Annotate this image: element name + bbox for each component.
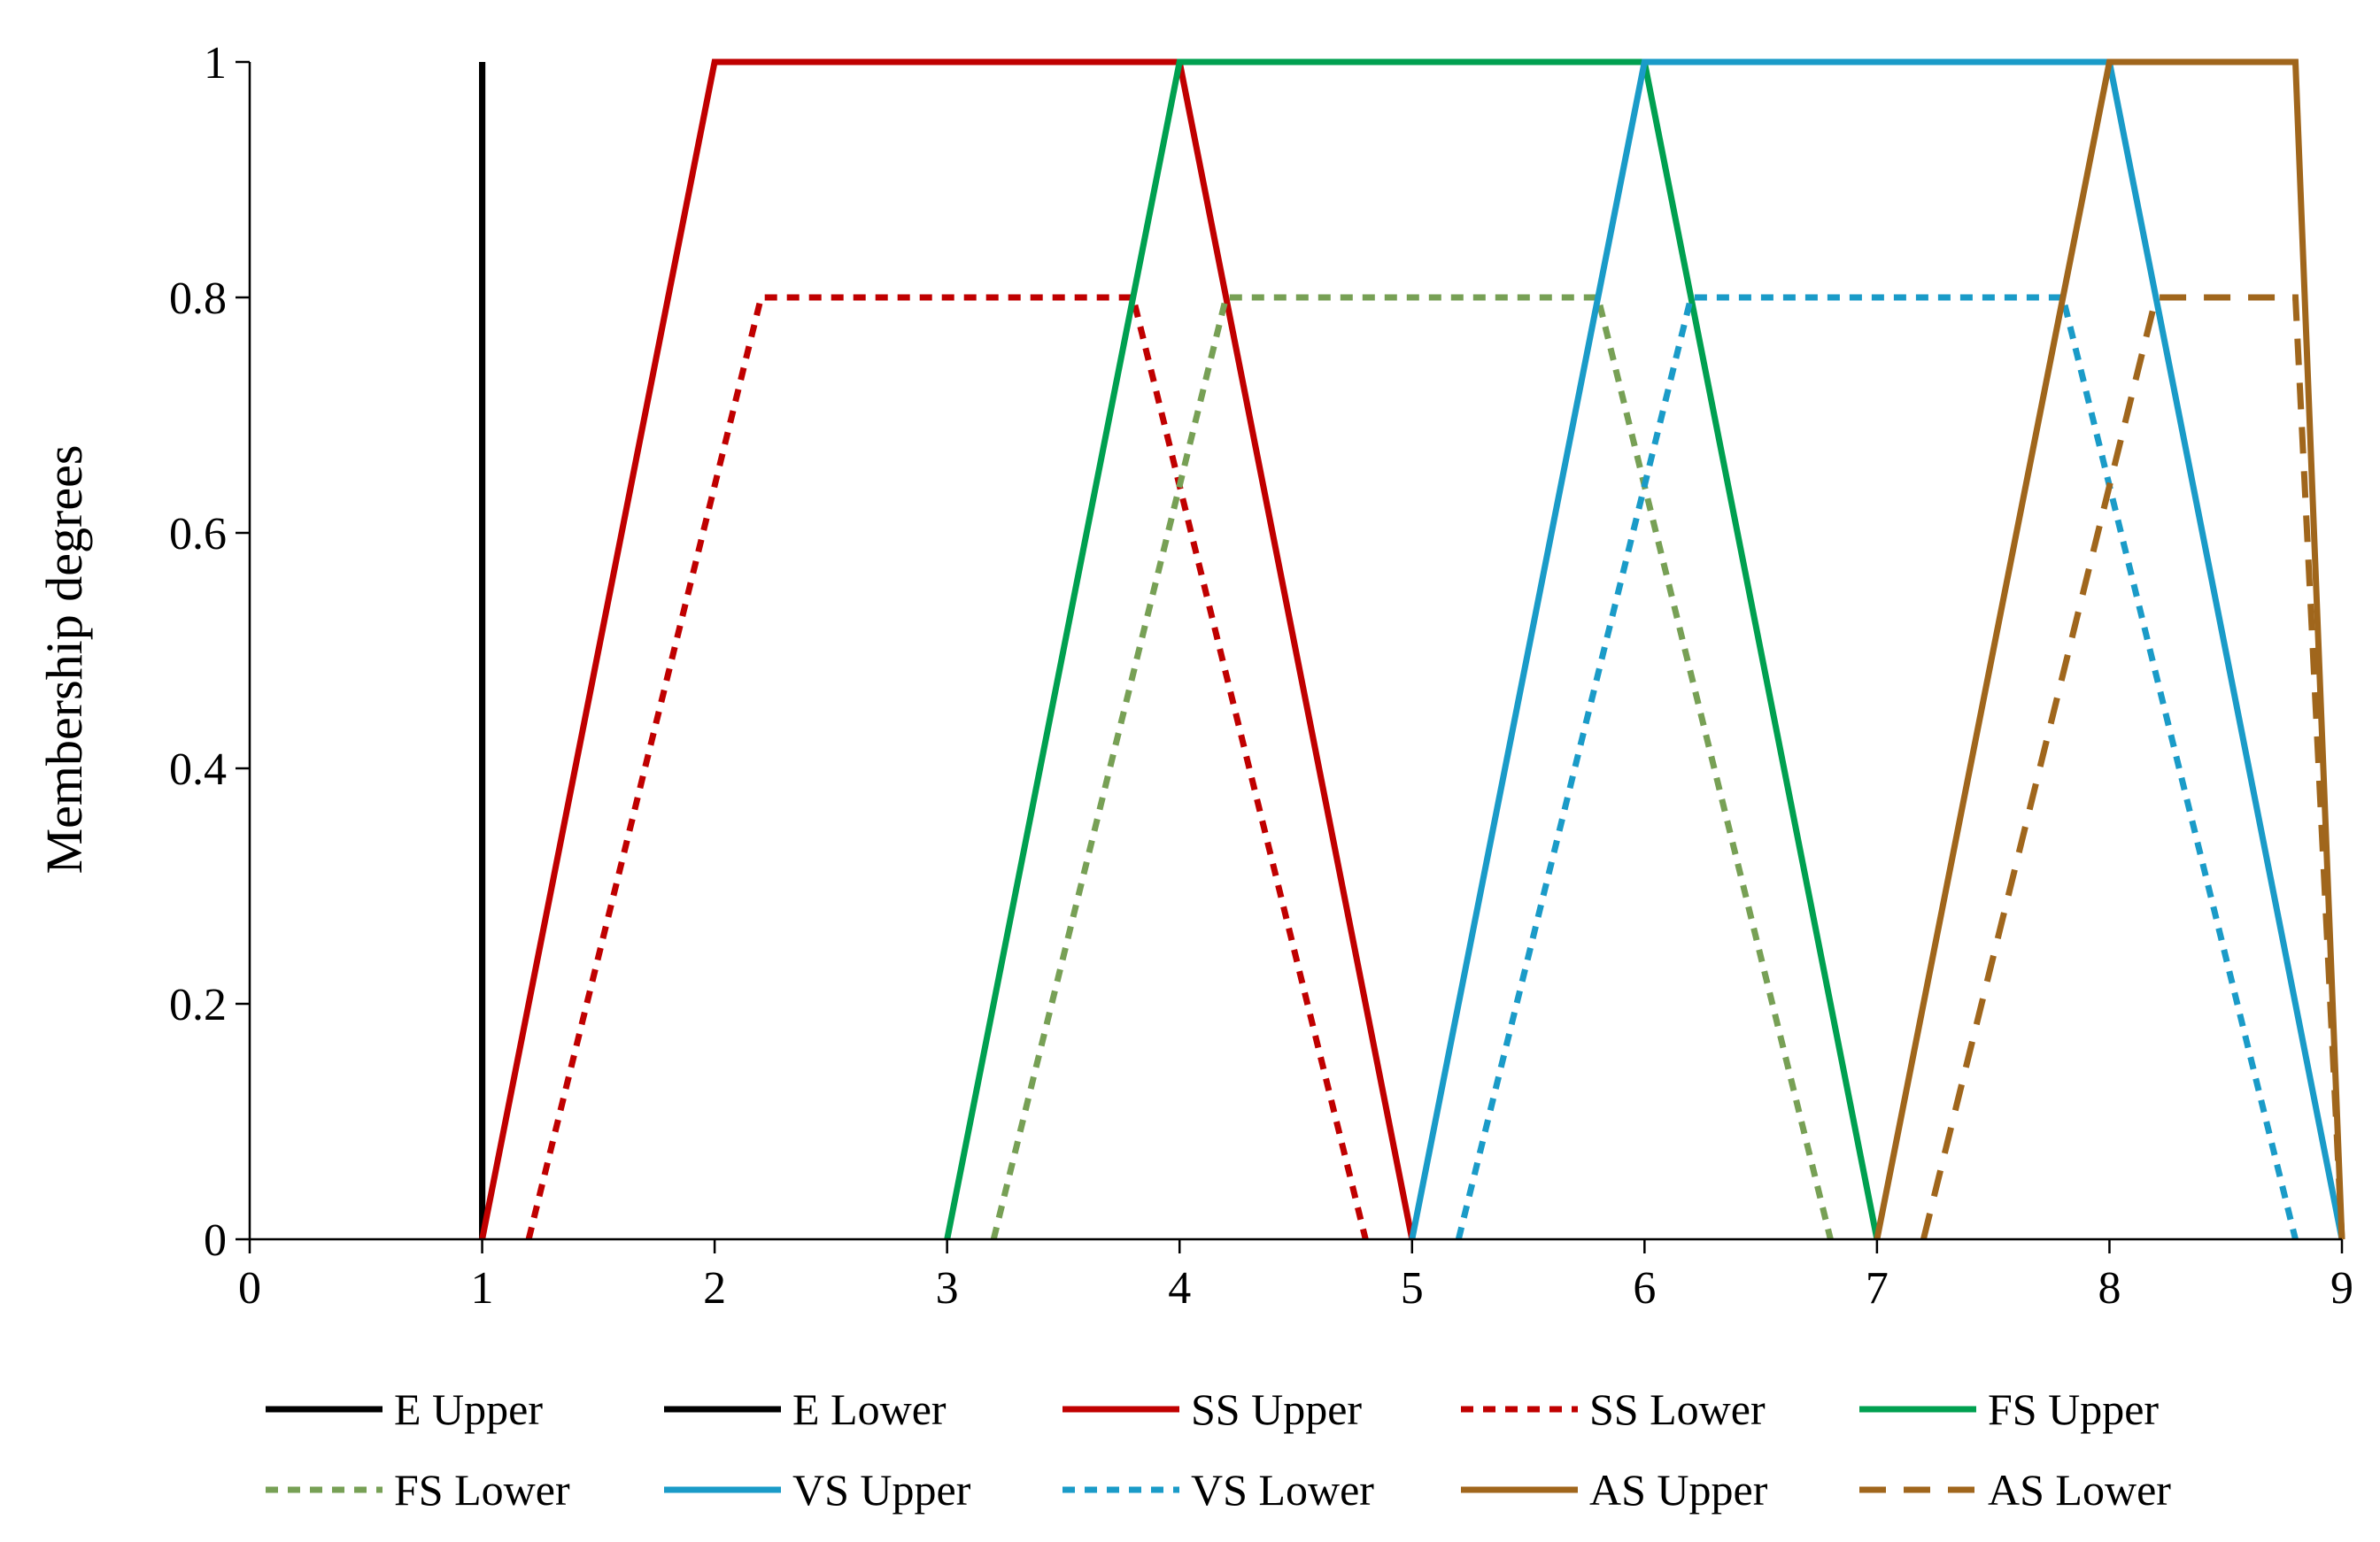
legend-item-4: FS Upper (1859, 1384, 2159, 1434)
x-tick-label-2: 2 (703, 1263, 726, 1314)
legend-label-7: VS Lower (1191, 1465, 1374, 1515)
y-tick-label-2: 0.4 (169, 744, 227, 795)
legend-item-6: VS Upper (664, 1465, 971, 1515)
y-tick-label-4: 0.8 (169, 274, 227, 324)
x-tick-label-3: 3 (936, 1263, 959, 1314)
series-line-9 (1920, 294, 2345, 1240)
legend-label-5: FS Lower (394, 1465, 570, 1515)
x-tick-label-1: 1 (471, 1263, 494, 1314)
series-line-7 (1455, 294, 2299, 1240)
y-axis-title: Membership degrees (35, 445, 93, 875)
y-tick-label-5: 1 (204, 38, 227, 89)
legend: E Upper E Lower SS Upper SS Lower FS Upper FS… (266, 1384, 2171, 1515)
legend-item-2: SS Upper (1062, 1384, 1362, 1434)
y-tick-label-1: 0.2 (169, 980, 227, 1030)
x-tick-label-0: 0 (238, 1263, 261, 1314)
x-tick-label-7: 7 (1866, 1263, 1889, 1314)
x-tick-label-5: 5 (1401, 1263, 1424, 1314)
x-tick-label-8: 8 (2098, 1263, 2121, 1314)
legend-label-2: SS Upper (1191, 1384, 1362, 1434)
legend-item-3: SS Lower (1461, 1384, 1766, 1434)
y-tick-label-3: 0.6 (169, 509, 227, 559)
series-line-5 (990, 294, 1834, 1240)
series-layer (479, 58, 2345, 1240)
x-tick-label-4: 4 (1168, 1263, 1191, 1314)
legend-item-8: AS Upper (1461, 1465, 1768, 1515)
x-tick-label-9: 9 (2330, 1263, 2353, 1314)
legend-item-5: FS Lower (266, 1465, 570, 1515)
legend-label-6: VS Upper (792, 1465, 971, 1515)
series-line-4 (944, 58, 1881, 1240)
legend-item-7: VS Lower (1062, 1465, 1374, 1515)
legend-item-9: AS Lower (1859, 1465, 2171, 1515)
legend-item-1: E Lower (664, 1384, 947, 1434)
axes-layer: 0 0.2 0.4 0.6 0.8 1 0 1 2 3 4 5 6 7 8 9 (169, 38, 2353, 1314)
series-line-6 (1409, 58, 2345, 1240)
legend-label-8: AS Upper (1589, 1465, 1768, 1515)
x-tick-label-6: 6 (1633, 1263, 1656, 1314)
y-tick-label-0: 0 (204, 1215, 227, 1266)
legend-label-0: E Upper (394, 1384, 543, 1434)
legend-label-4: FS Upper (1988, 1384, 2159, 1434)
legend-label-9: AS Lower (1988, 1465, 2171, 1515)
legend-label-3: SS Lower (1589, 1384, 1766, 1434)
legend-item-0: E Upper (266, 1384, 543, 1434)
series-line-2 (479, 58, 1416, 1240)
series-line-8 (1874, 58, 2345, 1240)
legend-label-1: E Lower (792, 1384, 947, 1434)
series-line-3 (525, 294, 1369, 1240)
